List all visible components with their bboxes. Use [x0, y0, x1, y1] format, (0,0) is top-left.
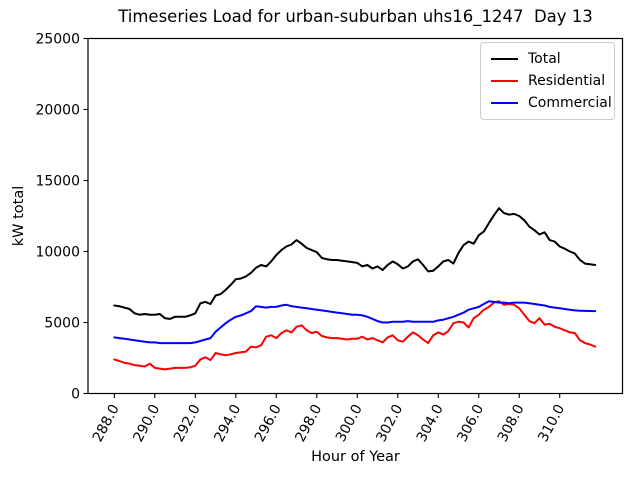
x-tick-label: 296.0: [252, 402, 285, 445]
y-tick-label: 25000: [35, 32, 80, 48]
y-tick-label: 0: [71, 387, 80, 403]
x-tick-label: 310.0: [535, 402, 568, 445]
legend-label-total: Total: [528, 51, 561, 67]
x-tick-label: 288.0: [90, 402, 123, 445]
legend-item-total: Total: [491, 51, 604, 67]
legend-line-residential: [491, 80, 518, 82]
x-tick-label: 306.0: [454, 402, 487, 445]
x-tick-label: 294.0: [211, 402, 244, 445]
x-tick-label: 300.0: [333, 402, 366, 445]
x-tick-label: 304.0: [414, 402, 447, 445]
series-line-commercial: [113, 300, 597, 345]
legend-label-residential: Residential: [528, 73, 606, 89]
legend: Total Residential Commercial: [480, 42, 615, 120]
legend-line-total: [491, 58, 518, 60]
legend-item-residential: Residential: [491, 73, 606, 89]
x-tick-label: 292.0: [171, 402, 204, 445]
series-line-total: [113, 207, 597, 320]
x-tick-label: 308.0: [495, 402, 528, 445]
y-tick-label: 10000: [35, 245, 80, 261]
x-tick-label: 302.0: [373, 402, 406, 445]
y-tick-label: 5000: [44, 316, 80, 332]
chart-title: Timeseries Load for urban-suburban uhs16…: [118, 7, 593, 26]
legend-label-commercial: Commercial: [528, 95, 612, 111]
y-tick-label: 20000: [35, 103, 80, 119]
x-axis-label: Hour of Year: [311, 449, 400, 465]
axes-frame: [87, 37, 624, 395]
x-tick-label: 298.0: [292, 402, 325, 445]
legend-item-commercial: Commercial: [491, 95, 612, 111]
y-tick-label: 15000: [35, 174, 80, 190]
legend-line-commercial: [491, 102, 518, 104]
series-line-residential: [113, 300, 597, 371]
y-axis-label: kW total: [11, 185, 27, 247]
x-tick-label: 290.0: [130, 402, 163, 445]
